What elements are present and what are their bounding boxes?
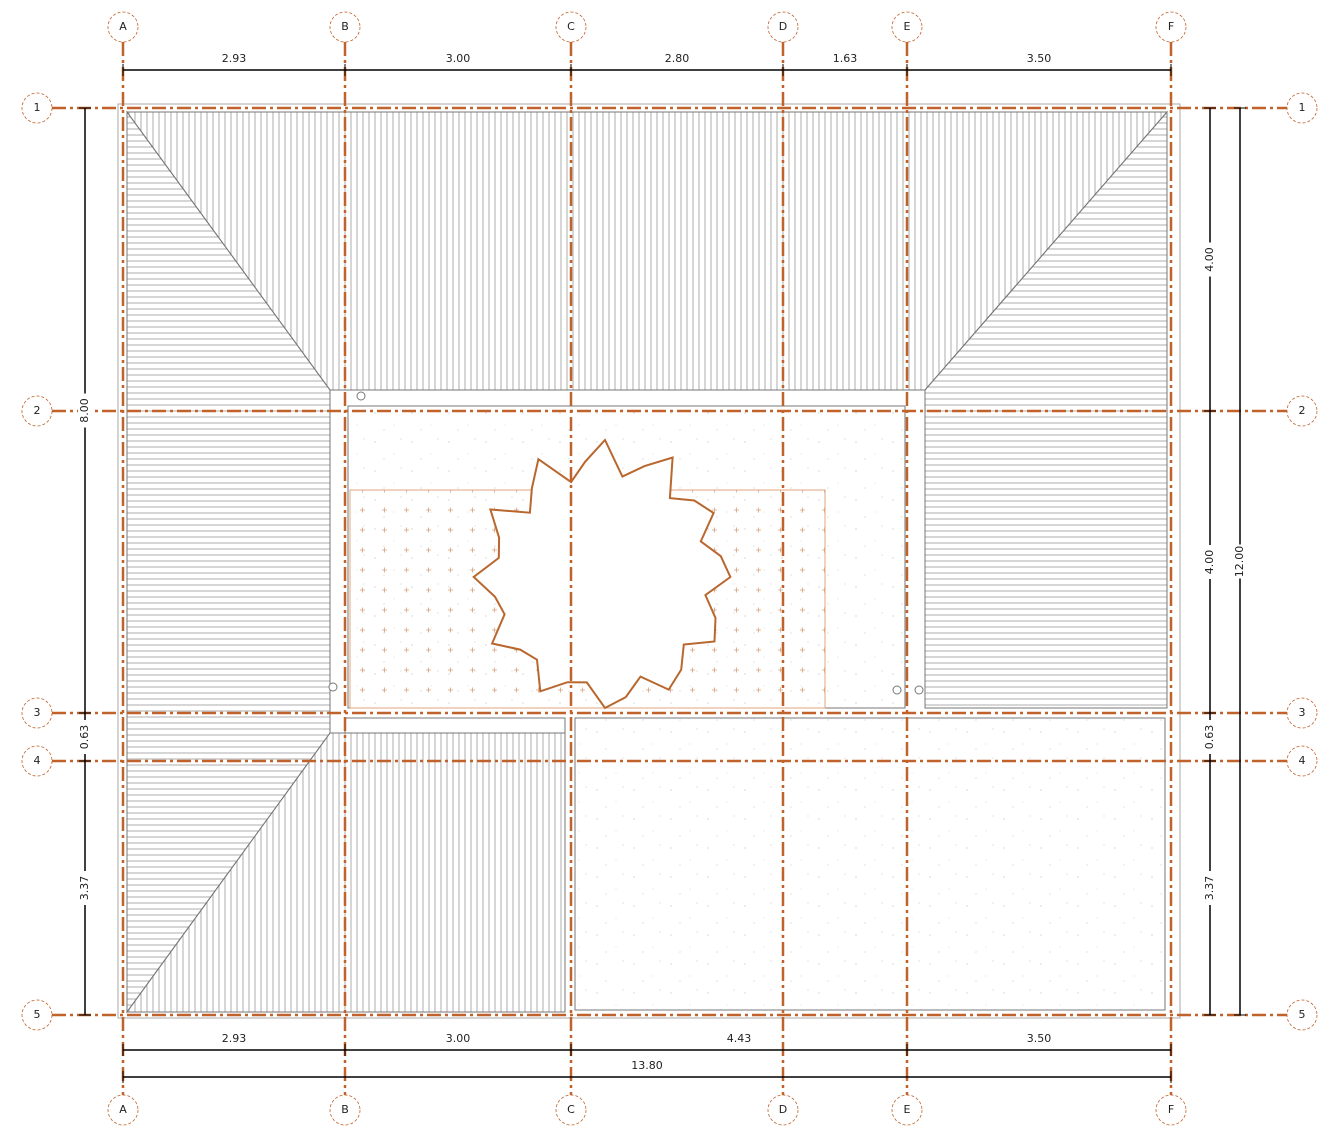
grid-bubble xyxy=(21,999,53,1031)
grid-bubble xyxy=(21,92,53,124)
grid-label: 4 xyxy=(1299,754,1306,767)
grid-label: B xyxy=(341,1103,349,1116)
dimension-label: 0.63 xyxy=(78,725,91,750)
roof-outline xyxy=(117,103,1181,1019)
grid-bubble xyxy=(21,745,53,777)
dimension-label: 3.50 xyxy=(1027,1032,1052,1045)
grid-bubble xyxy=(1155,1094,1187,1126)
grid-bubble xyxy=(107,11,139,43)
drain xyxy=(356,391,366,401)
dimension-label: 0.63 xyxy=(1203,725,1216,750)
grid-label: 5 xyxy=(1299,1008,1306,1021)
drain xyxy=(914,685,924,695)
grid-label: 2 xyxy=(34,404,41,417)
grid-label: F xyxy=(1168,20,1174,33)
grid-bubble xyxy=(767,11,799,43)
dimension-label: 3.37 xyxy=(78,876,91,901)
grid-bubble xyxy=(1155,11,1187,43)
grid-label: A xyxy=(119,20,127,33)
dimension-label: 8.00 xyxy=(78,398,91,423)
grid-bubble xyxy=(767,1094,799,1126)
dimension-label: 4.00 xyxy=(1203,247,1216,272)
dimension-label-bg xyxy=(1203,545,1217,579)
grid-label: 3 xyxy=(1299,706,1306,719)
grid-label: 3 xyxy=(34,706,41,719)
dimension-label: 3.00 xyxy=(446,52,471,65)
dimensions: 2.93 3.00 2.80 1.63 3.50 2.93 3.00 4.43 3.50 13.8… xyxy=(78,52,1247,1083)
grid: A A B B C C D D E E F F 1 1 2 2 3 3 4 4 5 5 xyxy=(21,11,1318,1126)
grid-label: A xyxy=(119,1103,127,1116)
grid-bubble xyxy=(891,11,923,43)
grid-bubble xyxy=(1286,745,1318,777)
dimension-label-bg xyxy=(78,871,92,905)
grid-bubble xyxy=(21,697,53,729)
grid-bubble xyxy=(1286,395,1318,427)
dimension-label: 12.00 xyxy=(1233,546,1246,578)
grid-label: 1 xyxy=(1299,101,1306,114)
dimension-label-bg xyxy=(1203,871,1217,905)
grid-label: F xyxy=(1168,1103,1174,1116)
grid-label: 4 xyxy=(34,754,41,767)
grid-bubble xyxy=(555,11,587,43)
drain xyxy=(328,682,338,692)
grid-bubble xyxy=(1286,697,1318,729)
dimension-label-bg xyxy=(1203,720,1217,754)
dimension-label: 3.37 xyxy=(1203,876,1216,901)
grid-bubble xyxy=(1286,92,1318,124)
grid-label: 1 xyxy=(34,101,41,114)
dimension-label: 3.00 xyxy=(446,1032,471,1045)
dimension-label: 1.63 xyxy=(833,52,858,65)
grid-label: D xyxy=(779,20,787,33)
grid-label: C xyxy=(567,1103,575,1116)
grid-label: B xyxy=(341,20,349,33)
grid-bubble xyxy=(891,1094,923,1126)
dimension-label-bg xyxy=(78,393,92,428)
gutter xyxy=(344,717,566,734)
tree xyxy=(472,438,732,710)
grid-bubble xyxy=(555,1094,587,1126)
grid-bubble xyxy=(329,11,361,43)
grid-label: 2 xyxy=(1299,404,1306,417)
drain xyxy=(892,685,902,695)
grid-label: E xyxy=(904,1103,911,1116)
dimension-label-bg xyxy=(1203,242,1217,277)
grid-label: E xyxy=(904,20,911,33)
dimension-label: 4.00 xyxy=(1203,550,1216,575)
dimension-label: 2.93 xyxy=(222,1032,247,1045)
dimension-label: 13.80 xyxy=(631,1059,663,1072)
dimension-label: 3.50 xyxy=(1027,52,1052,65)
grid-label: C xyxy=(567,20,575,33)
dimension-label-bg xyxy=(78,720,92,754)
grid-bubble xyxy=(329,1094,361,1126)
dimension-label: 4.43 xyxy=(727,1032,752,1045)
dimension-label: 2.80 xyxy=(665,52,690,65)
grid-bubble xyxy=(107,1094,139,1126)
dimension-label: 2.93 xyxy=(222,52,247,65)
flat-roof xyxy=(574,717,1166,1011)
grid-label: D xyxy=(779,1103,787,1116)
grid-label: 5 xyxy=(34,1008,41,1021)
grid-bubble xyxy=(21,395,53,427)
grid-bubble xyxy=(1286,999,1318,1031)
dimension-label-bg xyxy=(1233,544,1247,579)
